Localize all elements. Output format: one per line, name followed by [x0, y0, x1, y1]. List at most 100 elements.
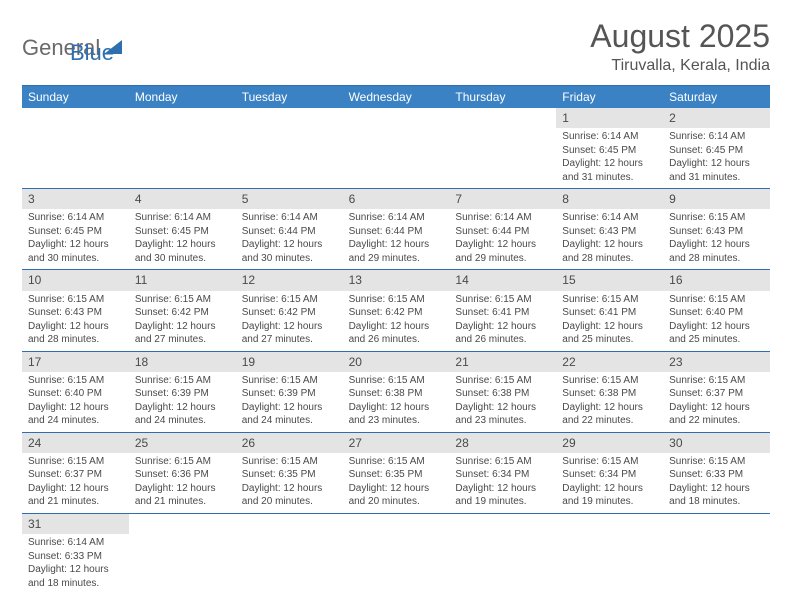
daylight-text: Daylight: 12 hours and 30 minutes.	[135, 238, 230, 265]
day-number: 28	[449, 433, 556, 453]
sunrise-text: Sunrise: 6:15 AM	[455, 455, 550, 469]
sunset-text: Sunset: 6:43 PM	[669, 225, 764, 239]
sunset-text: Sunset: 6:33 PM	[28, 550, 123, 564]
day-body: Sunrise: 6:15 AMSunset: 6:43 PMDaylight:…	[663, 209, 770, 269]
sunrise-text: Sunrise: 6:15 AM	[669, 211, 764, 225]
day-cell: 15Sunrise: 6:15 AMSunset: 6:41 PMDayligh…	[556, 270, 663, 350]
day-body: Sunrise: 6:15 AMSunset: 6:41 PMDaylight:…	[556, 291, 663, 351]
sunrise-text: Sunrise: 6:15 AM	[135, 293, 230, 307]
sunrise-text: Sunrise: 6:15 AM	[28, 374, 123, 388]
day-cell	[343, 514, 450, 594]
daylight-text: Daylight: 12 hours and 22 minutes.	[669, 401, 764, 428]
day-cell: 27Sunrise: 6:15 AMSunset: 6:35 PMDayligh…	[343, 433, 450, 513]
day-body: Sunrise: 6:14 AMSunset: 6:45 PMDaylight:…	[663, 128, 770, 188]
daylight-text: Daylight: 12 hours and 29 minutes.	[349, 238, 444, 265]
sunrise-text: Sunrise: 6:15 AM	[242, 455, 337, 469]
week-row: 17Sunrise: 6:15 AMSunset: 6:40 PMDayligh…	[22, 352, 770, 433]
sunset-text: Sunset: 6:38 PM	[562, 387, 657, 401]
daylight-text: Daylight: 12 hours and 27 minutes.	[242, 320, 337, 347]
sunrise-text: Sunrise: 6:15 AM	[562, 293, 657, 307]
sunset-text: Sunset: 6:45 PM	[562, 144, 657, 158]
sunset-text: Sunset: 6:34 PM	[562, 468, 657, 482]
sunset-text: Sunset: 6:33 PM	[669, 468, 764, 482]
day-cell: 14Sunrise: 6:15 AMSunset: 6:41 PMDayligh…	[449, 270, 556, 350]
daylight-text: Daylight: 12 hours and 19 minutes.	[562, 482, 657, 509]
week-row: 24Sunrise: 6:15 AMSunset: 6:37 PMDayligh…	[22, 433, 770, 514]
daylight-text: Daylight: 12 hours and 30 minutes.	[28, 238, 123, 265]
daylight-text: Daylight: 12 hours and 24 minutes.	[135, 401, 230, 428]
day-number: 13	[343, 270, 450, 290]
weekday-sunday: Sunday	[22, 86, 129, 108]
day-body: Sunrise: 6:15 AMSunset: 6:39 PMDaylight:…	[236, 372, 343, 432]
sunrise-text: Sunrise: 6:14 AM	[135, 211, 230, 225]
sunrise-text: Sunrise: 6:15 AM	[455, 374, 550, 388]
day-cell: 28Sunrise: 6:15 AMSunset: 6:34 PMDayligh…	[449, 433, 556, 513]
day-body: Sunrise: 6:15 AMSunset: 6:34 PMDaylight:…	[449, 453, 556, 513]
day-number: 21	[449, 352, 556, 372]
day-number: 9	[663, 189, 770, 209]
sunrise-text: Sunrise: 6:15 AM	[242, 293, 337, 307]
day-cell: 17Sunrise: 6:15 AMSunset: 6:40 PMDayligh…	[22, 352, 129, 432]
daylight-text: Daylight: 12 hours and 24 minutes.	[28, 401, 123, 428]
day-cell	[556, 514, 663, 594]
sunset-text: Sunset: 6:43 PM	[28, 306, 123, 320]
sunrise-text: Sunrise: 6:14 AM	[669, 130, 764, 144]
day-number: 19	[236, 352, 343, 372]
day-number: 14	[449, 270, 556, 290]
daylight-text: Daylight: 12 hours and 20 minutes.	[242, 482, 337, 509]
page-header: General August 2025 Tiruvalla, Kerala, I…	[22, 18, 770, 75]
daylight-text: Daylight: 12 hours and 18 minutes.	[28, 563, 123, 590]
day-number: 16	[663, 270, 770, 290]
sunrise-text: Sunrise: 6:14 AM	[28, 536, 123, 550]
day-number: 27	[343, 433, 450, 453]
day-cell: 10Sunrise: 6:15 AMSunset: 6:43 PMDayligh…	[22, 270, 129, 350]
sunset-text: Sunset: 6:45 PM	[135, 225, 230, 239]
day-cell: 29Sunrise: 6:15 AMSunset: 6:34 PMDayligh…	[556, 433, 663, 513]
day-body: Sunrise: 6:15 AMSunset: 6:40 PMDaylight:…	[22, 372, 129, 432]
daylight-text: Daylight: 12 hours and 27 minutes.	[135, 320, 230, 347]
day-cell: 30Sunrise: 6:15 AMSunset: 6:33 PMDayligh…	[663, 433, 770, 513]
sunset-text: Sunset: 6:44 PM	[242, 225, 337, 239]
sunrise-text: Sunrise: 6:15 AM	[349, 293, 444, 307]
sunset-text: Sunset: 6:38 PM	[455, 387, 550, 401]
day-cell: 24Sunrise: 6:15 AMSunset: 6:37 PMDayligh…	[22, 433, 129, 513]
day-body: Sunrise: 6:15 AMSunset: 6:35 PMDaylight:…	[236, 453, 343, 513]
calendar-grid: Sunday Monday Tuesday Wednesday Thursday…	[22, 85, 770, 594]
daylight-text: Daylight: 12 hours and 30 minutes.	[242, 238, 337, 265]
daylight-text: Daylight: 12 hours and 28 minutes.	[28, 320, 123, 347]
day-body: Sunrise: 6:14 AMSunset: 6:45 PMDaylight:…	[22, 209, 129, 269]
sunrise-text: Sunrise: 6:15 AM	[349, 455, 444, 469]
day-number: 30	[663, 433, 770, 453]
sunrise-text: Sunrise: 6:15 AM	[242, 374, 337, 388]
sunrise-text: Sunrise: 6:15 AM	[455, 293, 550, 307]
daylight-text: Daylight: 12 hours and 28 minutes.	[669, 238, 764, 265]
weekday-monday: Monday	[129, 86, 236, 108]
sunset-text: Sunset: 6:40 PM	[28, 387, 123, 401]
week-row: 31Sunrise: 6:14 AMSunset: 6:33 PMDayligh…	[22, 514, 770, 594]
day-cell: 1Sunrise: 6:14 AMSunset: 6:45 PMDaylight…	[556, 108, 663, 188]
sunset-text: Sunset: 6:42 PM	[349, 306, 444, 320]
sunrise-text: Sunrise: 6:14 AM	[28, 211, 123, 225]
day-body: Sunrise: 6:15 AMSunset: 6:34 PMDaylight:…	[556, 453, 663, 513]
day-cell: 6Sunrise: 6:14 AMSunset: 6:44 PMDaylight…	[343, 189, 450, 269]
day-cell: 5Sunrise: 6:14 AMSunset: 6:44 PMDaylight…	[236, 189, 343, 269]
title-block: August 2025 Tiruvalla, Kerala, India	[590, 18, 770, 75]
daylight-text: Daylight: 12 hours and 20 minutes.	[349, 482, 444, 509]
sunset-text: Sunset: 6:35 PM	[242, 468, 337, 482]
day-body: Sunrise: 6:14 AMSunset: 6:43 PMDaylight:…	[556, 209, 663, 269]
day-body: Sunrise: 6:15 AMSunset: 6:41 PMDaylight:…	[449, 291, 556, 351]
daylight-text: Daylight: 12 hours and 18 minutes.	[669, 482, 764, 509]
day-number: 29	[556, 433, 663, 453]
day-cell: 4 Sunrise: 6:14 AMSunset: 6:45 PMDaylight…	[129, 189, 236, 269]
day-cell: 9Sunrise: 6:15 AMSunset: 6:43 PMDaylight…	[663, 189, 770, 269]
day-body: Sunrise: 6:14 AMSunset: 6:44 PMDaylight:…	[236, 209, 343, 269]
day-cell: 16Sunrise: 6:15 AMSunset: 6:40 PMDayligh…	[663, 270, 770, 350]
day-number: 4	[129, 189, 236, 209]
day-body: Sunrise: 6:14 AMSunset: 6:33 PMDaylight:…	[22, 534, 129, 594]
daylight-text: Daylight: 12 hours and 29 minutes.	[455, 238, 550, 265]
day-number: 24	[22, 433, 129, 453]
day-number: 2	[663, 108, 770, 128]
day-number: 20	[343, 352, 450, 372]
day-number: 8	[556, 189, 663, 209]
sunset-text: Sunset: 6:41 PM	[562, 306, 657, 320]
